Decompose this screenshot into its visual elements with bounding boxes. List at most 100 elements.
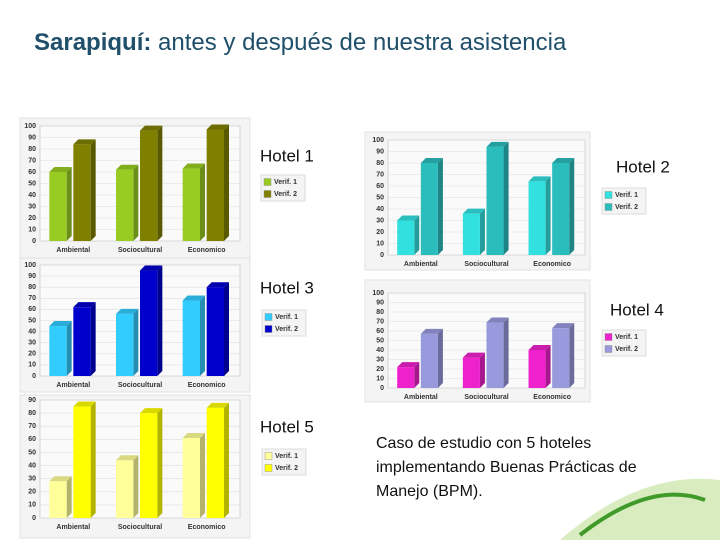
y-tick-label: 70 — [28, 423, 36, 430]
legend-swatch — [604, 191, 613, 199]
bar — [552, 163, 570, 255]
bar-top — [49, 321, 72, 327]
legend-swatch — [264, 464, 273, 472]
bar — [552, 328, 570, 388]
y-tick-label: 60 — [28, 169, 36, 176]
bar-top — [420, 158, 443, 163]
bar — [73, 144, 91, 241]
x-tick-label: Sociocultural — [464, 394, 508, 401]
bar — [73, 307, 91, 376]
bar-side — [66, 321, 72, 376]
bar — [420, 163, 438, 255]
legend-swatch — [264, 313, 273, 321]
bar — [49, 481, 67, 518]
bar-side — [157, 265, 163, 376]
y-tick-label: 100 — [24, 123, 36, 130]
y-tick-label: 50 — [376, 194, 384, 201]
y-tick-label: 30 — [28, 340, 36, 347]
bar-side — [200, 295, 205, 376]
y-tick-label: 0 — [380, 252, 384, 259]
bar-side — [157, 125, 163, 241]
y-tick-label: 60 — [28, 436, 36, 443]
y-tick-label: 90 — [376, 299, 384, 306]
y-tick-label: 100 — [372, 290, 384, 297]
y-tick-label: 20 — [376, 229, 384, 236]
y-tick-label: 20 — [28, 489, 36, 496]
y-tick-label: 30 — [376, 217, 384, 224]
y-tick-label: 20 — [376, 366, 384, 373]
x-tick-label: Ambiental — [404, 394, 438, 401]
y-tick-label: 50 — [28, 449, 36, 456]
legend-swatch — [604, 203, 613, 211]
y-tick-label: 40 — [28, 192, 36, 199]
bar — [73, 406, 91, 518]
bar-side — [90, 302, 96, 376]
y-tick-label: 30 — [28, 203, 36, 210]
y-tick-label: 0 — [32, 515, 36, 522]
y-tick-label: 80 — [28, 146, 36, 153]
y-tick-label: 20 — [28, 351, 36, 358]
slide-title-rest: antes y después de nuestra asistencia — [158, 29, 567, 56]
bar-side — [157, 408, 163, 518]
x-tick-label: Economico — [188, 524, 226, 531]
bar — [528, 350, 546, 388]
y-tick-label: 60 — [28, 306, 36, 313]
bar-top — [49, 167, 72, 172]
bar-top — [462, 352, 485, 358]
bar-side — [569, 158, 575, 255]
bar — [116, 313, 134, 376]
y-tick-label: 90 — [28, 273, 36, 280]
bar-top — [140, 125, 163, 131]
y-tick-label: 40 — [376, 206, 384, 213]
caption-line: Caso de estudio con 5 hoteles — [376, 435, 591, 452]
bar-top — [397, 362, 420, 368]
y-tick-label: 80 — [28, 284, 36, 291]
bar-side — [414, 215, 420, 255]
y-tick-label: 10 — [376, 375, 384, 382]
bar-top — [140, 408, 163, 414]
bar-top — [486, 317, 509, 323]
bar-side — [133, 308, 139, 376]
y-tick-label: 10 — [28, 502, 36, 509]
bar-side — [224, 282, 229, 376]
bar — [140, 270, 158, 376]
y-tick-label: 70 — [376, 171, 384, 178]
bar — [206, 287, 224, 376]
x-tick-label: Ambiental — [404, 261, 438, 268]
bar-side — [90, 401, 96, 518]
legend-swatch — [264, 452, 273, 460]
bar-top — [206, 402, 229, 408]
y-tick-label: 80 — [376, 160, 384, 167]
legend-label: Verif. 2 — [615, 346, 638, 353]
bar — [116, 460, 134, 518]
chart-title: Hotel 3 — [260, 278, 314, 297]
x-tick-label: Sociocultural — [118, 524, 162, 531]
bar-side — [503, 317, 509, 388]
bar — [486, 322, 504, 388]
y-tick-label: 50 — [28, 317, 36, 324]
legend-swatch — [604, 345, 613, 353]
bar-top — [206, 282, 229, 288]
y-tick-label: 0 — [380, 385, 384, 392]
y-tick-label: 40 — [28, 328, 36, 335]
bar — [116, 169, 134, 241]
bar-side — [479, 208, 485, 255]
chart: Hotel 5 0 10 20 30 40 50 60 70 80 90 Ambiental Socio… — [19, 394, 314, 539]
bar-side — [133, 164, 139, 241]
bar-top — [552, 158, 575, 163]
y-tick-label: 0 — [32, 238, 36, 245]
y-tick-label: 60 — [376, 183, 384, 190]
chart: Hotel 2 0 10 20 30 40 50 60 70 80 90 100 Ambiental So… — [364, 131, 670, 271]
legend-label: Verif. 1 — [615, 334, 638, 341]
bar-top — [116, 164, 139, 170]
bar-side — [66, 167, 72, 241]
bar — [462, 357, 480, 388]
legend-label: Verif. 1 — [275, 314, 298, 321]
bar-top — [182, 163, 205, 169]
bar-side — [479, 352, 485, 388]
legend-swatch — [263, 190, 272, 198]
x-tick-label: Economico — [188, 382, 226, 389]
bar — [420, 333, 438, 388]
bar — [182, 438, 200, 518]
